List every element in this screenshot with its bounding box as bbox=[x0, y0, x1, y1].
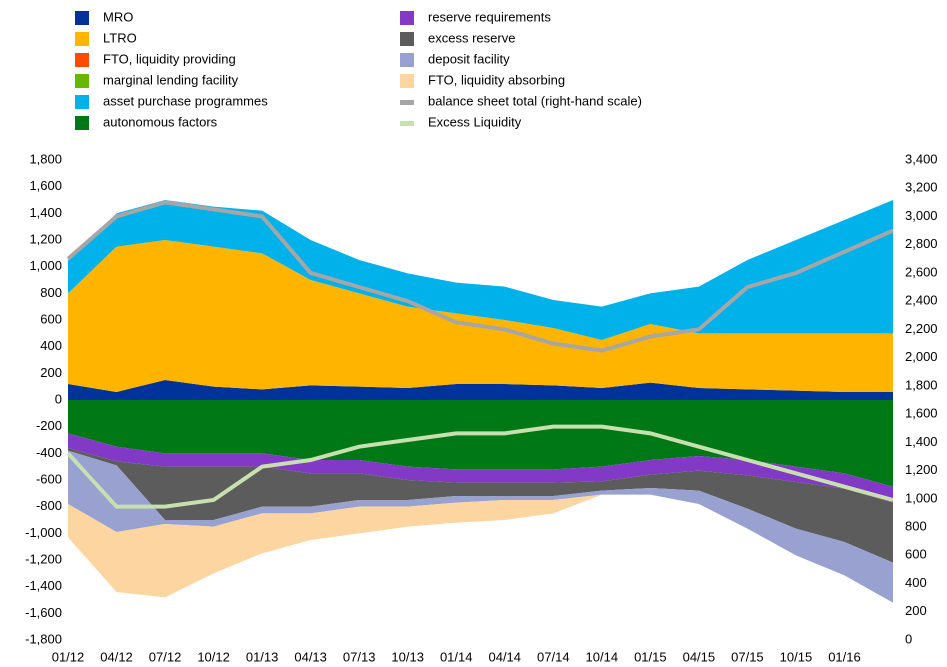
line bbox=[66, 200, 894, 353]
x-tick-label: 07/15 bbox=[731, 649, 764, 664]
x-tick-label: 07/12 bbox=[149, 649, 182, 664]
area bbox=[68, 433, 893, 503]
y-tick-label: 1,400 bbox=[29, 205, 62, 220]
y2-tick-label: 2,000 bbox=[905, 349, 938, 364]
y2-tick-label: 1,000 bbox=[905, 490, 938, 505]
x-tick-label: 04/13 bbox=[294, 649, 327, 664]
x-tick-label: 10/13 bbox=[391, 649, 424, 664]
y2-tick-label: 600 bbox=[905, 547, 927, 562]
y2-tick-label: 1,600 bbox=[905, 406, 938, 421]
y-tick-label: 600 bbox=[40, 311, 62, 326]
y-tick-label: 800 bbox=[40, 285, 62, 300]
x-tick-label: 10/12 bbox=[197, 649, 230, 664]
legend-swatch bbox=[75, 11, 89, 25]
y-tick-label: -1,800 bbox=[25, 631, 62, 646]
legend-label: FTO, liquidity absorbing bbox=[428, 72, 565, 87]
legend-label: reserve requirements bbox=[428, 9, 551, 24]
legend-label: marginal lending facility bbox=[103, 72, 239, 87]
y-tick-label: -400 bbox=[36, 445, 62, 460]
y-tick-label: -200 bbox=[36, 418, 62, 433]
y-tick-label: -1,600 bbox=[25, 605, 62, 620]
legend-label: MRO bbox=[103, 9, 133, 24]
y2-tick-label: 1,400 bbox=[905, 434, 938, 449]
x-tick-label: 01/14 bbox=[440, 649, 473, 664]
y2-tick-label: 2,600 bbox=[905, 264, 938, 279]
x-tick-label: 01/16 bbox=[828, 649, 861, 664]
y2-tick-label: 2,200 bbox=[905, 321, 938, 336]
legend-swatch bbox=[400, 121, 414, 126]
y-tick-label: 1,200 bbox=[29, 231, 62, 246]
legend-swatch bbox=[400, 32, 414, 46]
x-tick-label: 01/15 bbox=[634, 649, 667, 664]
x-tick-label: 10/14 bbox=[586, 649, 619, 664]
area bbox=[68, 380, 893, 400]
legend-label: FTO, liquidity providing bbox=[103, 51, 236, 66]
x-tick-label: 04/12 bbox=[100, 649, 133, 664]
x-tick-label: 01/13 bbox=[246, 649, 279, 664]
y2-tick-label: 3,200 bbox=[905, 180, 938, 195]
y2-tick-label: 2,400 bbox=[905, 293, 938, 308]
y-tick-label: 1,800 bbox=[29, 151, 62, 166]
y2-tick-label: 3,400 bbox=[905, 151, 938, 166]
legend-swatch bbox=[75, 116, 89, 130]
y-tick-label: -1,000 bbox=[25, 525, 62, 540]
y2-tick-label: 0 bbox=[905, 631, 912, 646]
y2-tick-label: 800 bbox=[905, 518, 927, 533]
area bbox=[68, 494, 893, 603]
legend-label: balance sheet total (right-hand scale) bbox=[428, 93, 642, 108]
x-tick-label: 01/12 bbox=[52, 649, 85, 664]
legend-swatch bbox=[400, 100, 414, 105]
area bbox=[68, 400, 893, 487]
y-tick-label: -800 bbox=[36, 498, 62, 513]
legend-swatch bbox=[75, 95, 89, 109]
legend-swatch bbox=[400, 11, 414, 25]
legend-swatch bbox=[75, 74, 89, 88]
legend-swatch bbox=[75, 53, 89, 67]
y-tick-label: 400 bbox=[40, 338, 62, 353]
y2-tick-label: 1,800 bbox=[905, 377, 938, 392]
area bbox=[68, 200, 893, 340]
legend-swatch bbox=[400, 74, 414, 88]
y2-tick-label: 3,000 bbox=[905, 208, 938, 223]
x-tick-label: 10/15 bbox=[780, 649, 813, 664]
y2-tick-label: 1,200 bbox=[905, 462, 938, 477]
y-tick-label: 1,600 bbox=[29, 178, 62, 193]
y2-tick-label: 400 bbox=[905, 575, 927, 590]
y-tick-label: 200 bbox=[40, 365, 62, 380]
line bbox=[66, 424, 894, 509]
area bbox=[68, 448, 893, 563]
y-tick-label: -1,400 bbox=[25, 578, 62, 593]
y2-tick-label: 2,800 bbox=[905, 236, 938, 251]
x-tick-label: 07/14 bbox=[537, 649, 570, 664]
legend-label: LTRO bbox=[103, 30, 137, 45]
legend-swatch bbox=[400, 53, 414, 67]
legend-swatch bbox=[75, 32, 89, 46]
legend-label: excess reserve bbox=[428, 30, 515, 45]
legend-label: autonomous factors bbox=[103, 114, 218, 129]
y-tick-label: 1,000 bbox=[29, 258, 62, 273]
legend-label: asset purchase programmes bbox=[103, 93, 268, 108]
legend-label: deposit facility bbox=[428, 51, 510, 66]
x-tick-label: 07/13 bbox=[343, 649, 376, 664]
x-tick-label: 04/15 bbox=[683, 649, 716, 664]
x-tick-label: 04/14 bbox=[488, 649, 521, 664]
y-tick-label: -1,200 bbox=[25, 551, 62, 566]
y-tick-label: -600 bbox=[36, 471, 62, 486]
area bbox=[68, 240, 893, 392]
y2-tick-label: 200 bbox=[905, 603, 927, 618]
y-tick-label: 0 bbox=[55, 391, 62, 406]
legend-label: Excess Liquidity bbox=[428, 114, 522, 129]
